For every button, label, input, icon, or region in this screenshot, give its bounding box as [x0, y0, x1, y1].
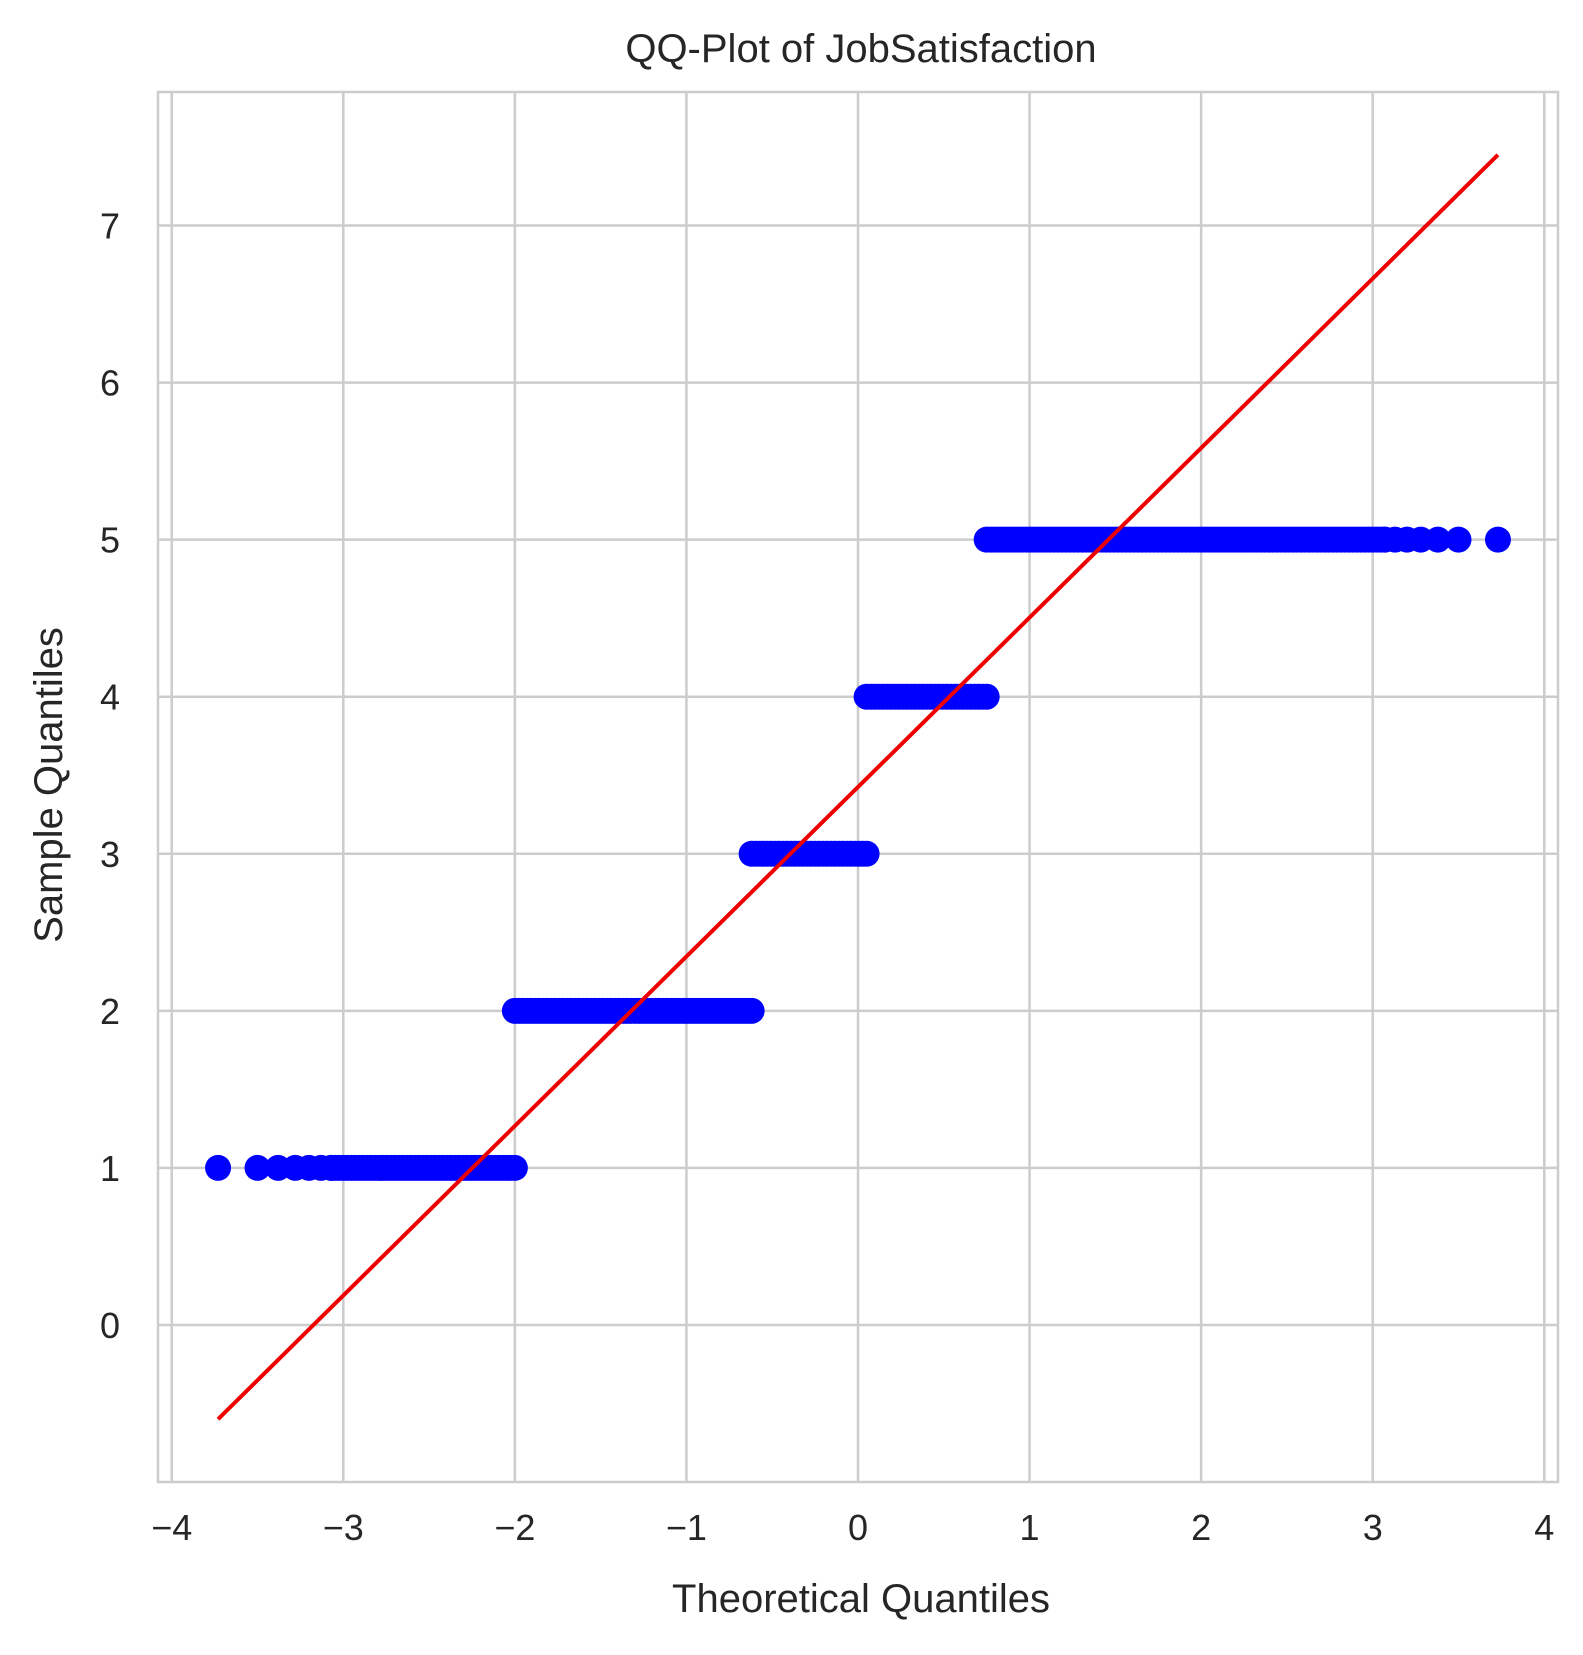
x-tick-label: −3: [323, 1507, 364, 1548]
axes-frame: [156, 90, 1560, 1484]
sample-point: [853, 840, 880, 867]
x-tick-labels: −4 −3 −2 −1 0 1 2 3 4: [151, 1507, 1554, 1548]
sample-point: [973, 683, 1000, 710]
x-tick-label: 4: [1534, 1507, 1554, 1548]
y-tick-label: 5: [100, 520, 120, 561]
reference-line-group: [216, 153, 1500, 1421]
y-tick-labels: 0 1 2 3 4 5 6 7: [100, 206, 120, 1346]
sample-point: [318, 1154, 345, 1181]
x-tick-label: −4: [151, 1507, 192, 1548]
chart-title: QQ-Plot of JobSatisfaction: [625, 27, 1096, 71]
sample-point: [205, 1154, 232, 1181]
x-axis-label: Theoretical Quantiles: [672, 1577, 1050, 1621]
sample-point: [738, 997, 765, 1024]
y-tick-label: 3: [100, 834, 120, 875]
sample-point: [1445, 526, 1472, 553]
sample-point: [1371, 526, 1398, 553]
sample-point: [501, 1154, 528, 1181]
y-tick-label: 1: [100, 1148, 120, 1189]
x-tick-label: −1: [666, 1507, 707, 1548]
x-tick-label: 2: [1191, 1507, 1211, 1548]
sample-point: [244, 1154, 271, 1181]
y-tick-label: 0: [100, 1305, 120, 1346]
x-tick-label: 3: [1363, 1507, 1383, 1548]
sample-point: [1484, 526, 1511, 553]
x-tick-label: 1: [1020, 1507, 1040, 1548]
x-tick-label: −2: [494, 1507, 535, 1548]
y-tick-label: 7: [100, 206, 120, 247]
sample-points: [205, 526, 1511, 1181]
y-tick-label: 6: [100, 363, 120, 404]
y-tick-label: 4: [100, 677, 120, 718]
x-tick-label: 0: [848, 1507, 868, 1548]
y-tick-label: 2: [100, 991, 120, 1032]
y-axis-label: Sample Quantiles: [27, 627, 71, 943]
reference-line: [216, 153, 1500, 1421]
